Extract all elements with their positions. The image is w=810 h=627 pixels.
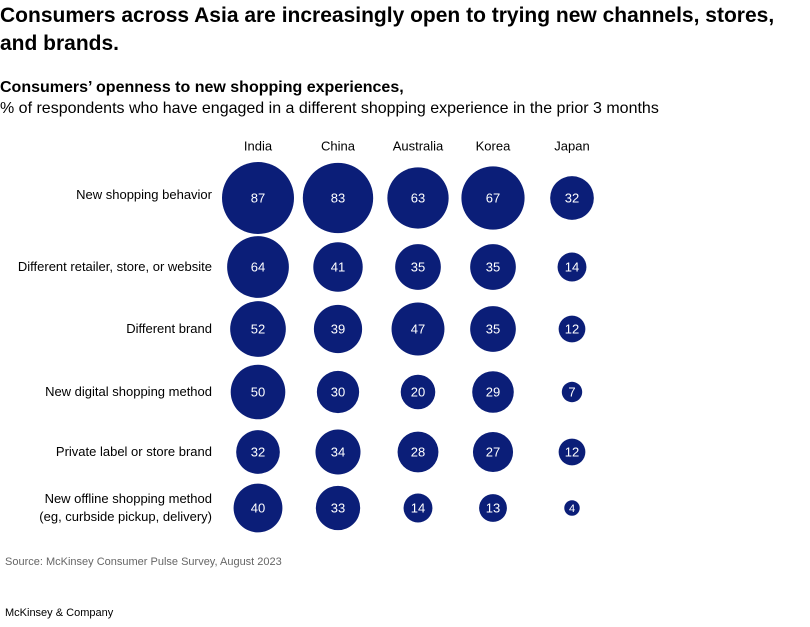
- description: % of respondents who have engaged in a d…: [0, 100, 659, 117]
- data-label: 83: [331, 190, 345, 205]
- column-header: China: [321, 138, 356, 153]
- bubble: [550, 176, 594, 220]
- row-label: Different brand: [126, 321, 212, 336]
- bubble: [230, 301, 286, 357]
- bubble: [316, 370, 360, 414]
- data-label: 13: [486, 500, 500, 515]
- bubble: [227, 236, 289, 298]
- data-label: 28: [411, 444, 425, 459]
- data-label: 63: [411, 190, 425, 205]
- column-header: India: [244, 138, 273, 153]
- row-label: New offline shopping method (eg, curbsid…: [39, 491, 212, 524]
- data-label: 27: [486, 444, 500, 459]
- bubble: [403, 493, 433, 523]
- row-label: Private label or store brand: [55, 444, 212, 459]
- data-label: 67: [486, 190, 500, 205]
- bubble: [302, 162, 374, 234]
- data-label: 29: [486, 384, 500, 399]
- row-label: New digital shopping method: [45, 384, 212, 399]
- bubble: [479, 494, 507, 522]
- data-label: 39: [331, 321, 345, 336]
- data-label: 47: [411, 321, 425, 336]
- bubble: [558, 438, 586, 466]
- bubble: [561, 381, 583, 403]
- bubble: [387, 167, 449, 229]
- bubble: [230, 364, 286, 420]
- data-label: 33: [331, 500, 345, 515]
- bubble: [557, 252, 587, 282]
- column-header: Australia: [393, 138, 444, 153]
- bubble: [558, 315, 586, 343]
- data-label: 30: [331, 384, 345, 399]
- bubble: [313, 242, 363, 292]
- bubble: [472, 431, 514, 473]
- bubble: [236, 430, 280, 474]
- bubble: [461, 166, 525, 230]
- data-label: 14: [565, 259, 579, 274]
- title: Consumers across Asia are increasingly o…: [0, 4, 775, 55]
- bubble: [470, 244, 516, 290]
- bubble: [313, 304, 363, 354]
- data-label: 32: [251, 444, 265, 459]
- source: Source: McKinsey Consumer Pulse Survey, …: [5, 556, 282, 568]
- data-label: 12: [565, 321, 579, 336]
- data-label: 87: [251, 190, 265, 205]
- column-header: Japan: [554, 138, 589, 153]
- bubble: [395, 244, 441, 290]
- data-label: 7: [568, 384, 575, 399]
- data-label: 64: [251, 259, 265, 274]
- data-label: 32: [565, 190, 579, 205]
- bubble: [397, 431, 439, 473]
- footer: McKinsey & Company: [5, 607, 114, 619]
- data-label: 41: [331, 259, 345, 274]
- data-label: 35: [411, 259, 425, 274]
- row-label: New shopping behavior: [76, 187, 212, 202]
- data-label: 52: [251, 321, 265, 336]
- bubble: [315, 429, 361, 475]
- bubble: [564, 500, 580, 516]
- bubble: [315, 485, 361, 531]
- data-label: 34: [331, 444, 345, 459]
- bubble: [470, 306, 516, 352]
- column-header: Korea: [476, 138, 511, 153]
- row-label: Different retailer, store, or website: [17, 259, 212, 274]
- subtitle: Consumers’ openness to new shopping expe…: [0, 79, 404, 96]
- data-label: 20: [411, 384, 425, 399]
- bubble: [221, 161, 295, 235]
- data-label: 4: [569, 503, 575, 515]
- bubble: [472, 371, 514, 413]
- bubble: [400, 374, 436, 410]
- bubble: [233, 483, 283, 533]
- data-label: 40: [251, 500, 265, 515]
- data-label: 35: [486, 321, 500, 336]
- data-label: 14: [411, 500, 425, 515]
- data-label: 35: [486, 259, 500, 274]
- bubble: [391, 302, 445, 356]
- data-label: 50: [251, 384, 265, 399]
- data-label: 12: [565, 444, 579, 459]
